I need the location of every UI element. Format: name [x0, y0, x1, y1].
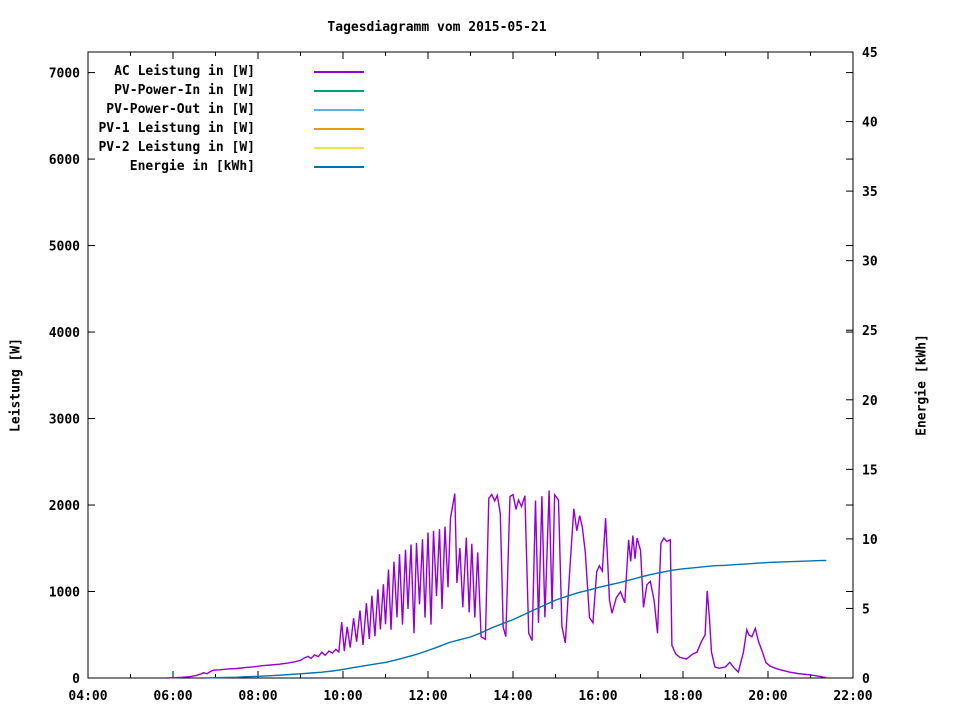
y-right-tick-label: 40 — [862, 116, 878, 131]
y-right-tick-label: 5 — [862, 602, 870, 617]
x-tick-label: 10:00 — [323, 689, 362, 704]
x-tick-label: 06:00 — [153, 689, 192, 704]
legend-label: PV-2 Leistung in [W] — [98, 140, 255, 155]
legend-line-sample — [314, 147, 364, 149]
y-right-tick-label: 35 — [862, 185, 878, 200]
y-left-tick-label: 3000 — [49, 413, 80, 428]
x-tick-label: 22:00 — [833, 689, 872, 704]
series-line — [166, 490, 827, 679]
legend-line-sample — [314, 109, 364, 111]
x-tick-label: 04:00 — [68, 689, 107, 704]
y-left-tick-label: 5000 — [49, 240, 80, 255]
y-left-tick-label: 7000 — [49, 67, 80, 82]
legend-line-sample — [314, 71, 364, 73]
series-line — [204, 559, 827, 679]
y-right-tick-label: 15 — [862, 463, 878, 478]
x-tick-label: 20:00 — [748, 689, 787, 704]
y-left-tick-label: 1000 — [49, 586, 80, 601]
y-right-tick-label: 25 — [862, 324, 878, 339]
y-right-tick-label: 20 — [862, 394, 878, 409]
y-left-tick-label: 2000 — [49, 499, 80, 514]
y-left-tick-label: 0 — [72, 672, 80, 687]
legend-label: PV-1 Leistung in [W] — [98, 121, 255, 136]
x-tick-label: 08:00 — [238, 689, 277, 704]
legend-label: PV-Power-Out in [W] — [106, 102, 255, 117]
y-right-tick-label: 0 — [862, 672, 870, 687]
y-right-tick-label: 10 — [862, 533, 878, 548]
x-tick-label: 16:00 — [578, 689, 617, 704]
x-tick-label: 14:00 — [493, 689, 532, 704]
legend-line-sample — [314, 166, 364, 168]
chart-title: Tagesdiagramm vom 2015-05-21 — [327, 20, 547, 35]
y-right-tick-label: 45 — [862, 46, 878, 61]
legend-label: AC Leistung in [W] — [114, 64, 255, 79]
legend-line-sample — [314, 90, 364, 92]
y-left-tick-label: 4000 — [49, 326, 80, 341]
y-left-tick-label: 6000 — [49, 153, 80, 168]
x-tick-label: 12:00 — [408, 689, 447, 704]
legend-line-sample — [314, 128, 364, 130]
legend-label: Energie in [kWh] — [129, 159, 255, 174]
y-right-tick-label: 30 — [862, 255, 878, 270]
legend-label: PV-Power-In in [W] — [114, 83, 255, 98]
x-tick-label: 18:00 — [663, 689, 702, 704]
